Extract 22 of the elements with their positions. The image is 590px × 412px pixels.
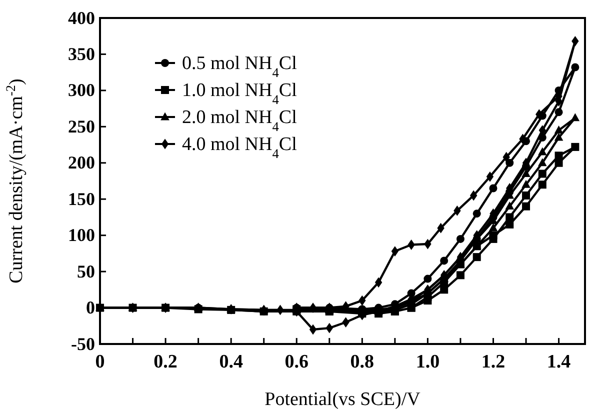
x-tick-label: 0.6 bbox=[284, 351, 308, 372]
x-tick-label: 0.8 bbox=[350, 351, 374, 372]
y-tick-label: 0 bbox=[86, 298, 95, 318]
x-tick-label: 1.2 bbox=[481, 351, 506, 372]
y-tick-label: 200 bbox=[68, 152, 95, 173]
y-tick-label: 300 bbox=[68, 80, 95, 100]
legend-label: 1.0 mol NH$_{4}$Cl bbox=[182, 80, 297, 106]
x-tick-label: 1.4 bbox=[546, 351, 572, 372]
y-tick-label: 150 bbox=[68, 188, 95, 209]
y-tick-label: 50 bbox=[77, 261, 95, 282]
x-axis-title: Potential(vs SCE)/V bbox=[264, 389, 421, 410]
y-tick-label: -50 bbox=[71, 334, 95, 354]
x-tick-label: 1.0 bbox=[416, 351, 440, 372]
x-tick-label: 0.4 bbox=[219, 351, 244, 372]
legend-label: 2.0 mol NH$_{4}$Cl bbox=[182, 107, 297, 134]
y-tick-label: 100 bbox=[68, 225, 95, 246]
y-tick-label: 350 bbox=[68, 44, 95, 64]
legend-label: 0.5 mol NH$_{4}$Cl bbox=[182, 53, 297, 80]
x-tick-label: 0.2 bbox=[154, 351, 178, 372]
y-tick-label: 250 bbox=[68, 116, 95, 136]
legend-label: 4.0 mol NH$_{4}$Cl bbox=[182, 134, 297, 160]
y-tick-label: 400 bbox=[68, 8, 95, 28]
